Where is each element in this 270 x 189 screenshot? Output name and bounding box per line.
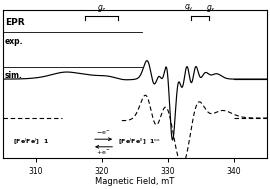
Text: [Fe$^{\rm I}$Fe$^{\rm II}$]  1$^{\rm ox}$: [Fe$^{\rm I}$Fe$^{\rm II}$] 1$^{\rm ox}$ bbox=[119, 137, 161, 147]
Text: $-$e$^-$: $-$e$^-$ bbox=[96, 130, 111, 137]
Text: g$_y$: g$_y$ bbox=[184, 3, 194, 14]
Text: exp.: exp. bbox=[5, 37, 23, 46]
Text: EPR: EPR bbox=[5, 18, 24, 27]
Text: sim.: sim. bbox=[5, 71, 23, 80]
X-axis label: Magnetic Field, mT: Magnetic Field, mT bbox=[95, 177, 175, 186]
Text: +e$^-$: +e$^-$ bbox=[96, 149, 111, 156]
Text: g$_x$: g$_x$ bbox=[206, 3, 216, 14]
Text: [Fe$^{\rm I}$Fe$^{\rm I}$]  1: [Fe$^{\rm I}$Fe$^{\rm I}$] 1 bbox=[13, 137, 49, 147]
Text: g$_z$: g$_z$ bbox=[97, 3, 107, 14]
